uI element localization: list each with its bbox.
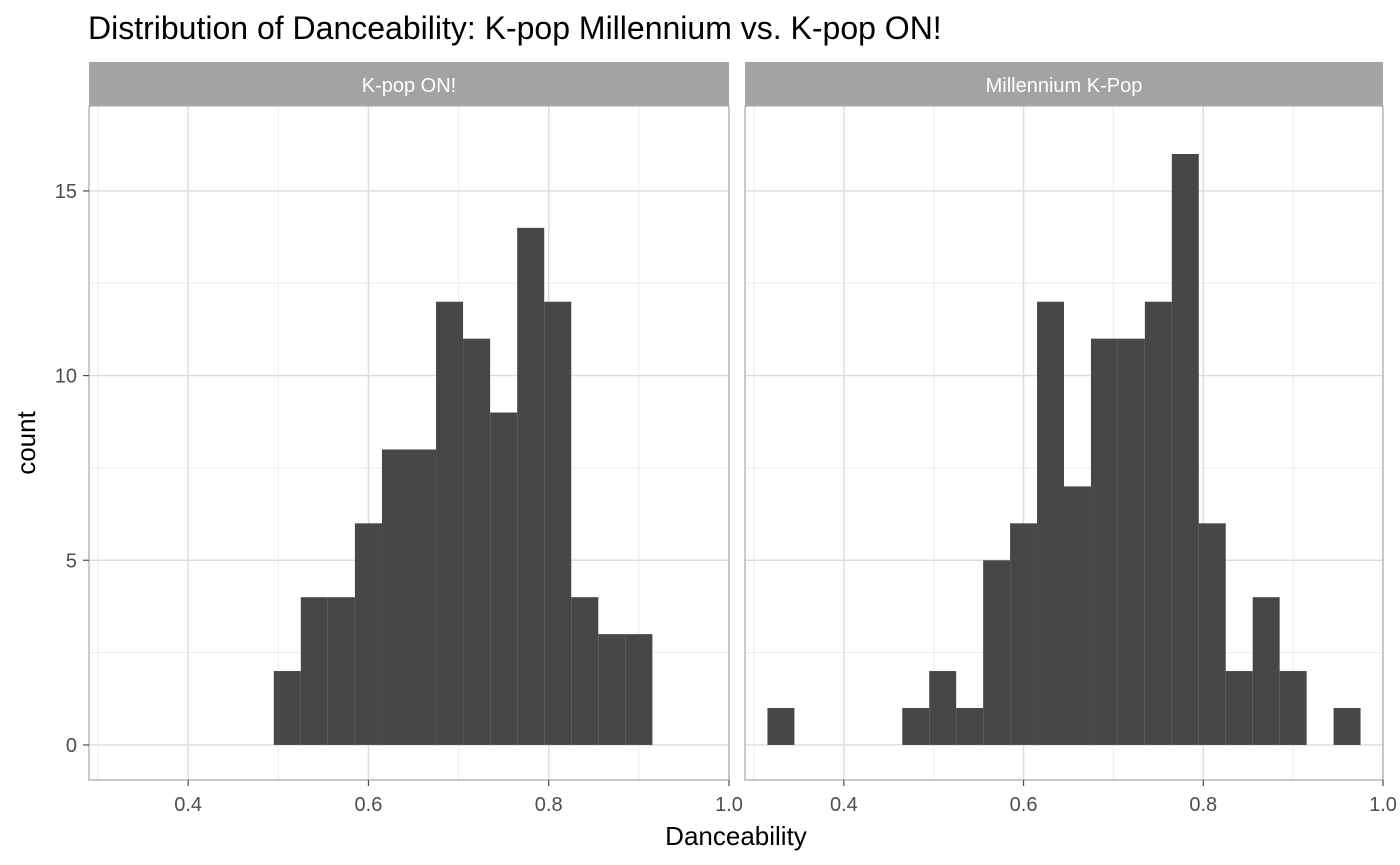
x-tick-label: 0.8 (1189, 794, 1217, 816)
histogram-bar (1144, 301, 1172, 745)
histogram-bar (490, 412, 518, 745)
x-tick-label: 1.0 (1369, 794, 1397, 816)
histogram-bar (409, 449, 437, 745)
y-axis: 0 5 10 15 (55, 181, 89, 757)
histogram-bar (625, 634, 653, 745)
histogram-bar (354, 523, 382, 745)
histogram-bar (544, 301, 572, 745)
histogram-bar (983, 560, 1011, 745)
histogram-bar (1171, 154, 1199, 745)
x-tick-label: 0.6 (355, 794, 383, 816)
y-tick-label: 0 (66, 735, 77, 757)
histogram-bar (436, 301, 464, 745)
x-tick-label: 0.8 (535, 794, 563, 816)
x-axis-title: Danceability (665, 821, 807, 851)
panel-border (88, 105, 730, 781)
y-tick-label: 15 (55, 181, 77, 203)
histogram-bar (1037, 301, 1064, 745)
histogram-bar (1198, 523, 1226, 745)
facet-strip (89, 62, 729, 106)
panel-plot-area (745, 106, 1383, 780)
histogram-bar (517, 227, 545, 745)
histogram-bar (1117, 338, 1145, 745)
facet-strip-label: Millennium K-Pop (986, 75, 1143, 97)
histogram-bar (273, 671, 301, 745)
chart-title: Distribution of Danceability: K-pop Mill… (88, 10, 942, 46)
histogram-bar (902, 707, 930, 745)
facet-strip (745, 62, 1383, 106)
facet-panel-1: K-pop ON! (88, 62, 730, 781)
histogram-bar (327, 597, 355, 745)
y-tick-label: 5 (66, 550, 77, 572)
histogram-bar (381, 449, 409, 745)
histogram-bar (463, 338, 491, 745)
x-tick-label: 0.6 (1010, 794, 1038, 816)
histogram-bar (1252, 597, 1280, 745)
histogram-bar (571, 597, 599, 745)
histogram-bar (598, 634, 626, 745)
facet-strip-label: K-pop ON! (362, 75, 456, 97)
x-axes: 0.4 0.6 0.8 1.0 0.4 0.6 0.8 1.0 (174, 780, 1397, 816)
histogram-bar (1064, 486, 1091, 745)
histogram-bar (1225, 671, 1253, 745)
histogram-bar (929, 671, 957, 745)
y-axis-title: count (11, 410, 41, 474)
histogram-bar (300, 597, 328, 745)
panel-plot-area (89, 106, 729, 780)
x-tick-label: 0.4 (830, 794, 858, 816)
histogram-bar (1279, 671, 1307, 745)
facet-panel-2: Millennium K-Pop (744, 62, 1384, 781)
histogram-bar (1010, 523, 1038, 745)
x-tick-label: 1.0 (715, 794, 743, 816)
histogram-bar (767, 707, 795, 745)
histogram-bar (1090, 338, 1118, 745)
facet-panels: K-pop ON! Millennium K-Pop (88, 62, 1384, 781)
x-tick-label: 0.4 (174, 794, 202, 816)
panel-border (744, 105, 1384, 781)
histogram-bar (956, 707, 984, 745)
y-tick-label: 10 (55, 366, 77, 388)
histogram-bar (1333, 707, 1361, 745)
